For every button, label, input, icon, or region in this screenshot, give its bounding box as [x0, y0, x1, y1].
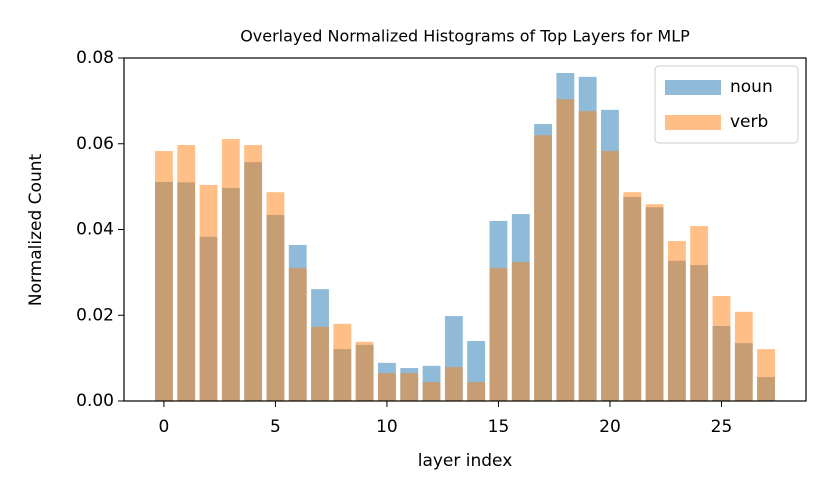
- y-tick-label: 0.00: [76, 391, 114, 411]
- bar: [199, 184, 218, 401]
- bar: [333, 323, 352, 401]
- bar: [534, 135, 552, 402]
- bar: [667, 241, 686, 401]
- x-tick-label: 25: [711, 417, 733, 437]
- y-axis-label: Normalized Count: [26, 154, 46, 307]
- x-axis-label: layer index: [418, 451, 513, 471]
- bar: [601, 151, 619, 401]
- bar: [734, 311, 753, 401]
- x-tick-label: 15: [488, 417, 510, 437]
- bar: [556, 99, 575, 401]
- bar: [288, 268, 307, 401]
- bar: [467, 382, 486, 401]
- x-tick-label: 10: [376, 417, 398, 437]
- legend-label: verb: [730, 112, 768, 132]
- y-tick-label: 0.08: [76, 48, 114, 68]
- x-tick-label: 20: [599, 417, 621, 437]
- bar: [757, 349, 775, 401]
- bar: [578, 111, 597, 401]
- y-tick-label: 0.06: [76, 134, 114, 154]
- legend-swatch: [665, 115, 721, 130]
- x-tick-label: 5: [270, 417, 281, 437]
- bar: [645, 204, 664, 401]
- bar: [266, 192, 285, 401]
- bar: [355, 341, 374, 401]
- bar: [712, 295, 731, 401]
- legend-label: noun: [730, 77, 773, 97]
- x-tick-label: 0: [159, 417, 170, 437]
- bar: [378, 373, 396, 401]
- bar: [155, 151, 173, 401]
- bar: [690, 226, 709, 401]
- y-tick-label: 0.02: [76, 305, 114, 325]
- bar: [400, 373, 419, 401]
- bar: [444, 367, 463, 401]
- chart-title: Overlayed Normalized Histograms of Top L…: [240, 27, 690, 46]
- bar: [511, 262, 530, 401]
- bar: [422, 382, 441, 401]
- bar: [489, 268, 508, 401]
- bar: [221, 139, 240, 401]
- y-tick-label: 0.04: [76, 220, 114, 240]
- bar: [623, 192, 642, 401]
- legend-swatch: [665, 80, 721, 95]
- legend-box: [654, 65, 799, 144]
- bar: [177, 145, 196, 401]
- bar: [244, 145, 263, 401]
- bar: [311, 326, 329, 401]
